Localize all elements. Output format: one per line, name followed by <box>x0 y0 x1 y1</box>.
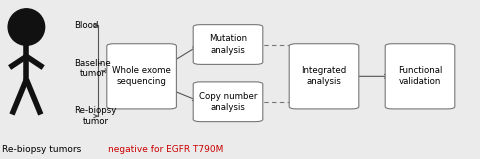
Text: Functional
validation: Functional validation <box>398 66 442 86</box>
Text: Re-biopsy tumors: Re-biopsy tumors <box>2 145 84 154</box>
FancyBboxPatch shape <box>385 44 455 109</box>
Text: Whole exome
sequencing: Whole exome sequencing <box>112 66 171 86</box>
Text: negative for EGFR T790M: negative for EGFR T790M <box>108 145 224 154</box>
Text: Copy number
analysis: Copy number analysis <box>199 92 257 112</box>
Ellipse shape <box>8 9 45 45</box>
FancyBboxPatch shape <box>107 44 177 109</box>
FancyBboxPatch shape <box>193 82 263 122</box>
Text: Mutation
analysis: Mutation analysis <box>209 35 247 55</box>
FancyBboxPatch shape <box>289 44 359 109</box>
Text: Integrated
analysis: Integrated analysis <box>301 66 347 86</box>
FancyBboxPatch shape <box>193 25 263 64</box>
Text: Blood: Blood <box>74 21 99 30</box>
Text: Baseline
tumor: Baseline tumor <box>74 59 111 78</box>
Text: Re-biopsy
tumor: Re-biopsy tumor <box>74 106 117 126</box>
